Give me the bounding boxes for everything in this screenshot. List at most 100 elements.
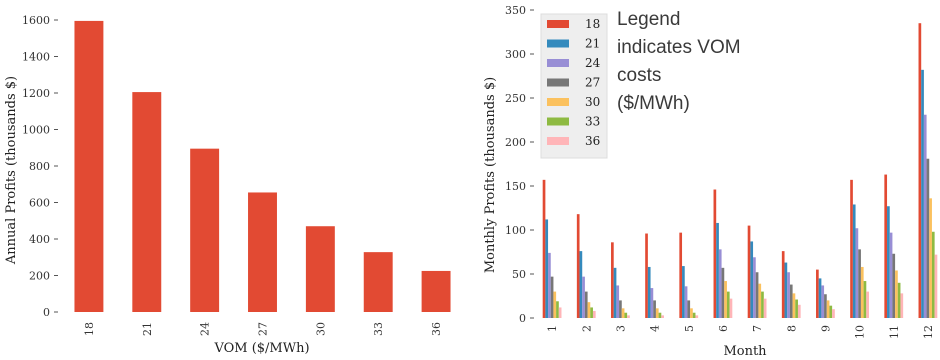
monthly-bar-21 [818, 278, 822, 318]
annual-bar [132, 92, 162, 313]
monthly-bar-24 [889, 232, 893, 318]
annual-bar [363, 252, 393, 312]
monthly-bar-27 [653, 300, 656, 318]
monthly-bar-21 [784, 262, 788, 318]
monthly-bar-27 [584, 291, 588, 318]
monthly-bar-33 [863, 281, 867, 318]
annotation-line-2: indicates VOM [617, 37, 741, 58]
monthly-x-tick-label: 10 [854, 325, 867, 339]
legend-annotation: Legend indicates VOM costs ($/MWh) [617, 9, 741, 114]
legend-label-33: 33 [585, 115, 600, 129]
monthly-bar-21 [921, 69, 924, 318]
monthly-x-tick-label: 5 [683, 325, 696, 332]
monthly-bar-30 [587, 302, 591, 318]
annual-bar [190, 148, 220, 312]
annual-y-tick-label: 1200 [22, 87, 50, 100]
monthly-x-tick-label: 7 [751, 325, 764, 332]
monthly-bar-33 [829, 305, 833, 318]
annual-x-tick-label: 36 [430, 322, 443, 336]
monthly-bar-30 [690, 308, 693, 318]
monthly-bar-36 [592, 310, 596, 318]
legend-swatch-30 [547, 98, 569, 106]
annotation-line-3: costs [617, 65, 661, 86]
monthly-bar-33 [692, 312, 696, 318]
monthly-bar-33 [658, 312, 662, 318]
monthly-bar-33 [931, 231, 935, 318]
monthly-bar-18 [576, 214, 580, 318]
annual-x-tick-label: 33 [372, 322, 385, 336]
monthly-bar-30 [758, 283, 762, 318]
monthly-y-tick-label: 200 [505, 136, 526, 149]
monthly-bar-21 [545, 219, 549, 318]
monthly-bar-18 [645, 233, 648, 318]
monthly-legend: 18 21 24 27 30 33 36 [540, 13, 608, 159]
monthly-bar-27 [789, 284, 793, 318]
legend-label-18: 18 [585, 17, 600, 31]
legend-swatch-18 [547, 20, 569, 28]
monthly-bar-21 [647, 266, 651, 318]
monthly-bar-33 [556, 301, 559, 318]
monthly-bar-18 [611, 242, 614, 318]
monthly-bar-36 [627, 315, 630, 318]
legend-swatch-36 [547, 137, 569, 145]
annual-y-tick-label: 1000 [22, 124, 50, 137]
monthly-bar-27 [892, 253, 896, 318]
monthly-bar-24 [821, 285, 825, 318]
legend-swatch-27 [547, 78, 569, 87]
annual-y-tick-label: 600 [29, 197, 50, 210]
monthly-bar-18 [816, 269, 819, 318]
monthly-x-tick-label: 8 [785, 325, 798, 332]
monthly-bar-18 [542, 179, 546, 318]
monthly-x-tick-label: 4 [649, 325, 662, 332]
monthly-y-tick-label: 150 [505, 180, 526, 193]
monthly-x-axis-label: Month [723, 344, 767, 359]
monthly-x-ticks: 1 2 3 4 5 6 7 8 9 10 11 12 [546, 325, 935, 339]
legend-swatch-21 [547, 39, 569, 48]
monthly-bar-27 [755, 272, 759, 318]
monthly-bar-21 [750, 241, 754, 318]
legend-label-36: 36 [585, 134, 600, 148]
legend-swatch-33 [547, 117, 569, 126]
annual-x-tick-label: 18 [83, 322, 96, 336]
monthly-bar-21 [852, 204, 856, 318]
monthly-bar-18 [713, 189, 717, 318]
monthly-bar-33 [761, 291, 764, 318]
monthly-bar-27 [721, 267, 725, 318]
monthly-bar-36 [832, 309, 835, 318]
annual-bars [74, 20, 451, 313]
monthly-bar-30 [621, 308, 625, 318]
monthly-y-axis-label: Monthly Profits (thousands $) [483, 77, 498, 273]
monthly-bar-24 [582, 276, 585, 318]
monthly-x-tick-label: 12 [922, 325, 935, 339]
monthly-bar-36 [763, 298, 767, 318]
monthly-bar-21 [682, 266, 685, 318]
monthly-bar-24 [548, 252, 551, 318]
monthly-x-tick-label: 6 [717, 325, 730, 332]
monthly-bar-24 [616, 285, 620, 318]
monthly-x-tick-label: 1 [546, 325, 559, 332]
annual-x-axis-label: VOM ($/MWh) [213, 341, 309, 356]
monthly-bar-27 [858, 249, 861, 318]
monthly-bar-36 [695, 315, 699, 318]
monthly-bar-21 [579, 251, 583, 318]
monthly-bar-18 [679, 232, 683, 318]
annual-bar [248, 192, 277, 312]
monthly-x-tick-label: 11 [888, 325, 901, 339]
annual-y-tick-label: 200 [29, 270, 50, 283]
annotation-line-1: Legend [617, 9, 680, 30]
annual-x-tick-label: 30 [314, 322, 327, 336]
annual-profits-chart: 0 200 400 600 800 1000 1200 1400 1600 18 21 24 27 30… [4, 14, 451, 356]
monthly-y-ticks: 0 50 100 150 200 250 300 350 [505, 4, 534, 325]
monthly-bar-27 [619, 300, 622, 318]
monthly-bar-36 [866, 291, 869, 318]
monthly-y-tick-label: 100 [505, 224, 526, 237]
annual-y-tick-label: 800 [29, 160, 50, 173]
annual-y-axis-label: Annual Profits (thousands $) [4, 76, 19, 265]
annual-bar [305, 226, 335, 312]
monthly-bar-21 [716, 222, 719, 318]
monthly-bar-30 [826, 300, 830, 318]
monthly-y-tick-label: 350 [505, 4, 526, 17]
annual-y-tick-label: 1400 [22, 51, 50, 64]
monthly-bars [542, 23, 938, 318]
monthly-bar-36 [900, 293, 904, 318]
